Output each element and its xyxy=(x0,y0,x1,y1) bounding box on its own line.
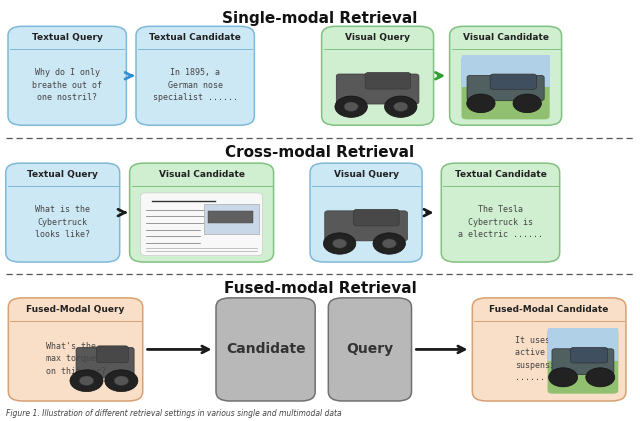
FancyBboxPatch shape xyxy=(461,55,550,120)
Text: Visual Candidate: Visual Candidate xyxy=(463,33,548,43)
Text: Figure 1. Illustration of different retrieval settings in various single and mul: Figure 1. Illustration of different retr… xyxy=(6,409,342,418)
FancyBboxPatch shape xyxy=(336,74,419,104)
Text: Textual Query: Textual Query xyxy=(28,170,98,179)
FancyBboxPatch shape xyxy=(97,346,128,363)
Circle shape xyxy=(548,368,577,387)
Circle shape xyxy=(114,376,129,386)
Circle shape xyxy=(467,94,495,113)
Text: Textual Candidate: Textual Candidate xyxy=(454,170,547,179)
FancyBboxPatch shape xyxy=(548,328,618,394)
Text: In 1895, a
German nose
specialist ......: In 1895, a German nose specialist ...... xyxy=(153,68,237,102)
Text: It uses
active air
suspension
......: It uses active air suspension ...... xyxy=(515,336,565,382)
Circle shape xyxy=(394,102,408,112)
Text: Why do I only
breathe out of
one nostril?: Why do I only breathe out of one nostril… xyxy=(32,68,102,102)
Text: Textual Query: Textual Query xyxy=(32,33,102,43)
Text: The Tesla
Cybertruck is
a electric ......: The Tesla Cybertruck is a electric .....… xyxy=(458,205,543,239)
Circle shape xyxy=(513,94,541,113)
Circle shape xyxy=(385,96,417,117)
FancyBboxPatch shape xyxy=(130,163,274,262)
FancyBboxPatch shape xyxy=(472,298,626,401)
Circle shape xyxy=(335,96,367,117)
FancyBboxPatch shape xyxy=(548,328,618,361)
Circle shape xyxy=(79,376,93,386)
FancyBboxPatch shape xyxy=(570,347,608,363)
Text: Visual Query: Visual Query xyxy=(345,33,410,43)
FancyBboxPatch shape xyxy=(216,298,315,401)
FancyBboxPatch shape xyxy=(354,209,399,226)
Circle shape xyxy=(105,370,138,392)
FancyBboxPatch shape xyxy=(6,163,120,262)
Circle shape xyxy=(323,233,356,254)
FancyBboxPatch shape xyxy=(321,27,434,125)
FancyBboxPatch shape xyxy=(552,349,614,375)
FancyBboxPatch shape xyxy=(136,27,254,125)
FancyBboxPatch shape xyxy=(8,298,143,401)
Text: Fused-Modal Query: Fused-Modal Query xyxy=(26,305,125,314)
Text: Cross-modal Retrieval: Cross-modal Retrieval xyxy=(225,145,415,160)
FancyBboxPatch shape xyxy=(328,298,412,401)
FancyBboxPatch shape xyxy=(310,163,422,262)
FancyBboxPatch shape xyxy=(324,211,408,241)
Text: Textual Candidate: Textual Candidate xyxy=(149,33,241,43)
FancyBboxPatch shape xyxy=(141,193,262,256)
Circle shape xyxy=(382,239,396,248)
Text: Fused-modal Retrieval: Fused-modal Retrieval xyxy=(223,281,417,296)
FancyBboxPatch shape xyxy=(442,163,560,262)
Text: Fused-Modal Candidate: Fused-Modal Candidate xyxy=(490,305,609,314)
Text: What's the
max torque
on this car?: What's the max torque on this car? xyxy=(46,342,106,376)
Text: Single-modal Retrieval: Single-modal Retrieval xyxy=(222,11,418,27)
FancyBboxPatch shape xyxy=(450,27,562,125)
FancyBboxPatch shape xyxy=(467,75,544,101)
Circle shape xyxy=(373,233,406,254)
Text: Visual Candidate: Visual Candidate xyxy=(159,170,244,179)
Circle shape xyxy=(586,368,615,387)
FancyBboxPatch shape xyxy=(8,27,127,125)
Text: Visual Query: Visual Query xyxy=(333,170,399,179)
FancyBboxPatch shape xyxy=(208,211,253,223)
Circle shape xyxy=(333,239,347,248)
FancyBboxPatch shape xyxy=(204,204,259,234)
Circle shape xyxy=(70,370,103,392)
FancyBboxPatch shape xyxy=(490,74,536,89)
FancyBboxPatch shape xyxy=(76,347,134,378)
Text: What is the
Cybertruck
looks like?: What is the Cybertruck looks like? xyxy=(35,205,90,239)
Text: Query: Query xyxy=(346,342,394,357)
Text: Candidate: Candidate xyxy=(226,342,305,357)
Circle shape xyxy=(344,102,358,112)
FancyBboxPatch shape xyxy=(365,72,411,89)
FancyBboxPatch shape xyxy=(461,55,550,88)
